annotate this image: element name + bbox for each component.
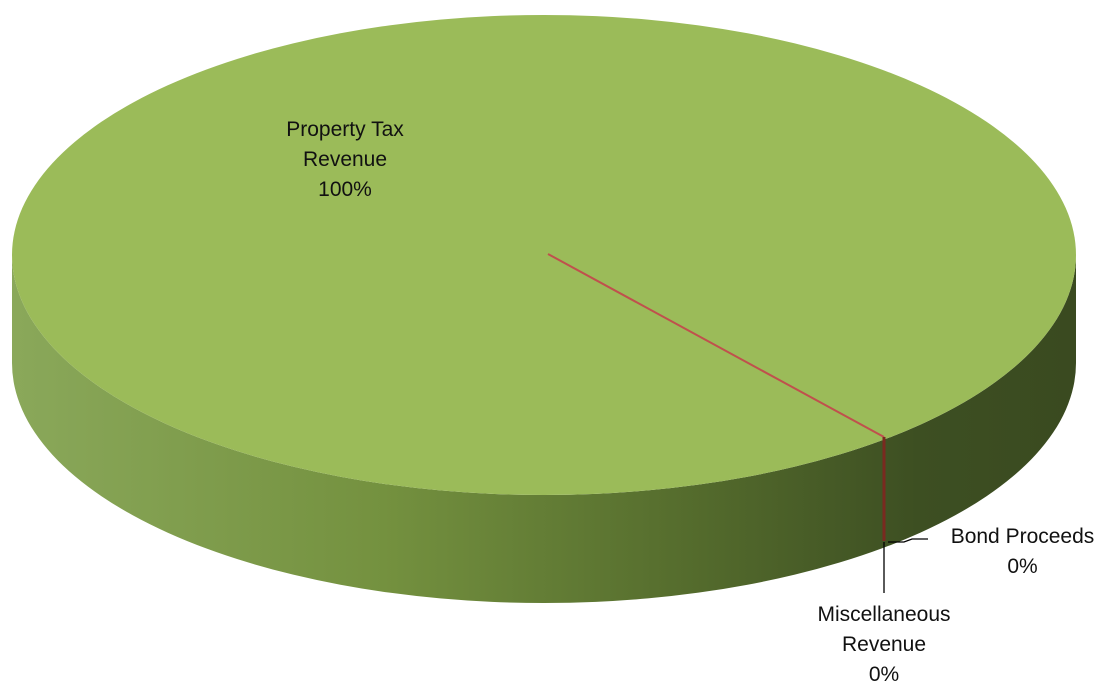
pie-side-wall xyxy=(12,255,1076,603)
data-label-bond-proceeds: Bond Proceeds 0% xyxy=(930,522,1115,582)
data-label-property-tax: Property Tax Revenue 100% xyxy=(255,115,435,205)
property-tax-label-line2: Revenue xyxy=(302,148,388,171)
misc-label-line2: Revenue xyxy=(841,633,927,656)
bond-percent: 0% xyxy=(1007,555,1038,578)
misc-label-line1: Miscellaneous xyxy=(817,603,951,626)
slice-property-tax xyxy=(12,15,1076,495)
misc-percent: 0% xyxy=(868,663,900,686)
slice-miscellaneous-revenue xyxy=(547,253,885,438)
data-label-miscellaneous-revenue: Miscellaneous Revenue 0% xyxy=(794,600,974,690)
leader-line-bond xyxy=(888,538,928,543)
property-tax-label-line1: Property Tax xyxy=(286,118,404,141)
bond-label: Bond Proceeds xyxy=(950,525,1095,548)
property-tax-percent: 100% xyxy=(318,178,372,201)
